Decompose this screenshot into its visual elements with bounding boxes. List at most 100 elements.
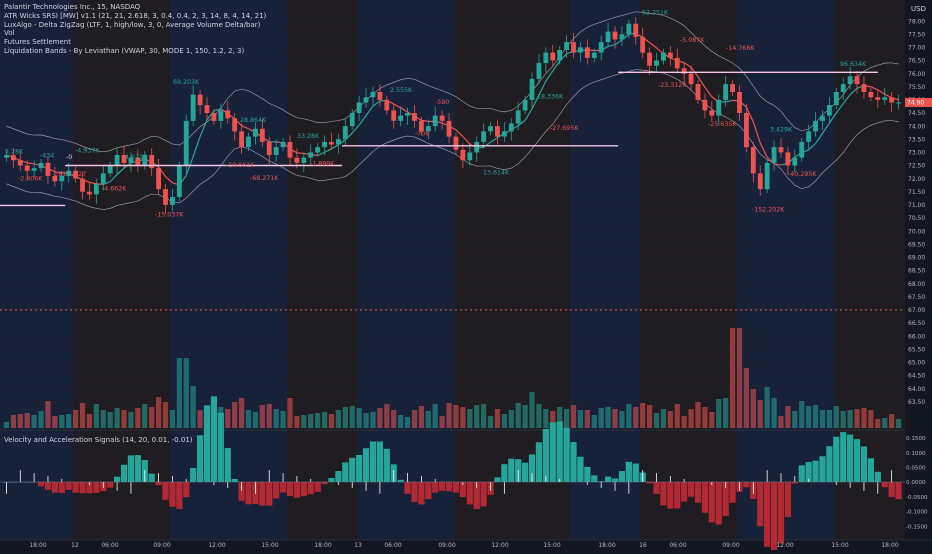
candle-body xyxy=(771,147,777,163)
lower-band xyxy=(6,69,899,210)
candle-body xyxy=(204,105,210,113)
volume-bar xyxy=(882,418,888,428)
velocity-bar xyxy=(148,473,155,482)
velocity-bar xyxy=(404,482,411,494)
price-tick-label: 72.00 xyxy=(908,176,925,183)
velocity-bar xyxy=(86,482,93,494)
session-band xyxy=(737,0,835,540)
volume-bar xyxy=(522,405,528,428)
volume-bar xyxy=(356,408,362,428)
trend-line xyxy=(241,125,249,130)
volume-bar xyxy=(238,398,245,428)
volume-bar xyxy=(114,408,120,428)
trend-line xyxy=(849,87,858,96)
velocity-bar xyxy=(833,436,840,482)
candle-body xyxy=(508,123,514,132)
trend-line xyxy=(365,105,374,116)
volume-bar xyxy=(273,409,279,428)
delta-label: -14.768K xyxy=(726,45,755,52)
price-axis[interactable]: 63.50 64.00 64.50 65.00 65.50 66.00 66.50 67.00… xyxy=(905,18,932,406)
time-tick-label: 13 xyxy=(354,542,362,549)
velocity-bar xyxy=(715,482,722,525)
candle-body xyxy=(121,155,127,163)
candle-body xyxy=(370,92,376,98)
candle-body xyxy=(280,141,286,148)
candle-body xyxy=(322,141,327,148)
currency-label[interactable]: USD xyxy=(911,5,926,13)
candle-body xyxy=(273,147,279,155)
volume-bar xyxy=(335,410,342,428)
signal-tick-label: 0.0500 xyxy=(906,465,926,471)
velocity-bar xyxy=(860,446,868,482)
candle-body xyxy=(405,113,410,116)
legend-futures-settlement[interactable]: Futures Settlement xyxy=(4,38,71,47)
candle-body xyxy=(833,92,839,106)
velocity-bar xyxy=(625,461,632,482)
volume-bar xyxy=(370,412,376,428)
volume-bar xyxy=(225,409,231,428)
candle-body xyxy=(578,47,583,53)
pane2-title[interactable]: Velocity and Acceleration Signals (14, 2… xyxy=(4,436,193,444)
velocity-bar xyxy=(307,482,314,495)
delta-label: -15.037K xyxy=(155,212,184,219)
trend-line xyxy=(725,99,733,103)
volume-bar xyxy=(723,398,729,428)
velocity-bar xyxy=(694,482,702,503)
signal-axis[interactable]: 0.1500 0.1000 0.0500 0.0000 -0.0500 -0.1000 -0… xyxy=(906,436,928,530)
candle-body xyxy=(10,155,16,161)
candle-body xyxy=(163,189,168,205)
delta-label: -590 xyxy=(435,99,449,106)
candle-body xyxy=(647,52,653,66)
candle-body xyxy=(176,165,182,197)
time-tick-label: 06:00 xyxy=(669,542,686,549)
velocity-bar xyxy=(196,435,204,482)
candle-body xyxy=(107,165,113,174)
trend-line xyxy=(870,86,879,91)
velocity-bar xyxy=(722,482,729,516)
trend-line xyxy=(393,103,401,109)
velocity-bar xyxy=(501,464,508,482)
candle-body xyxy=(432,115,438,127)
candle-body xyxy=(45,162,51,176)
volume-bar xyxy=(252,412,259,428)
time-tick-label: 12:00 xyxy=(491,542,508,549)
legend-liquidation-bands[interactable]: Liquidation Bands - By Leviathan (VWAP, … xyxy=(4,46,245,55)
legend-atr-wicks[interactable]: ATR Wicks SRSI [MW] v1.1 (21, 21, 2.618,… xyxy=(4,11,267,20)
time-axis[interactable]: 18:00 12 06:00 09:00 12:00 15:00 18:00 13 06:00 0… xyxy=(29,542,898,549)
volume-bar xyxy=(785,406,791,428)
velocity-bar xyxy=(604,476,612,482)
velocity-bar xyxy=(203,405,211,482)
velocity-bar xyxy=(155,482,162,486)
legend-vol[interactable]: Vol xyxy=(4,29,15,38)
candle-body xyxy=(439,115,445,121)
velocity-bar xyxy=(328,477,335,482)
candle-body xyxy=(31,168,37,171)
candle-body xyxy=(142,155,148,166)
velocity-bar xyxy=(847,434,854,482)
trend-line xyxy=(524,108,533,121)
volume-bar xyxy=(868,410,874,428)
volume-bar xyxy=(266,404,272,428)
volume-bar xyxy=(653,413,660,428)
velocity-bar xyxy=(231,478,238,482)
trend-line xyxy=(213,108,222,112)
price-tick-label: 77.50 xyxy=(908,31,925,38)
volume-bar xyxy=(169,410,176,428)
price-tick-label: 67.50 xyxy=(908,294,925,301)
candle-body xyxy=(743,113,749,148)
volume-bar xyxy=(494,409,501,428)
volume-bar xyxy=(674,404,680,428)
volume-bar xyxy=(149,407,155,428)
legend-delta-zigzag[interactable]: LuxAlgo - Delta ZigZag (LTF, 1, high/low… xyxy=(4,20,261,29)
trend-line xyxy=(490,137,498,143)
candle-body xyxy=(619,34,625,40)
candle-body xyxy=(612,31,618,40)
candle-body xyxy=(425,126,431,132)
trend-line xyxy=(400,107,408,113)
legend-symbol[interactable]: Palantir Technologies Inc., 15, NASDAQ xyxy=(4,3,141,11)
candle-body xyxy=(446,120,452,137)
time-tick-label: 12:00 xyxy=(776,542,793,549)
volume-bar xyxy=(467,409,473,428)
volume-bar xyxy=(778,416,784,428)
